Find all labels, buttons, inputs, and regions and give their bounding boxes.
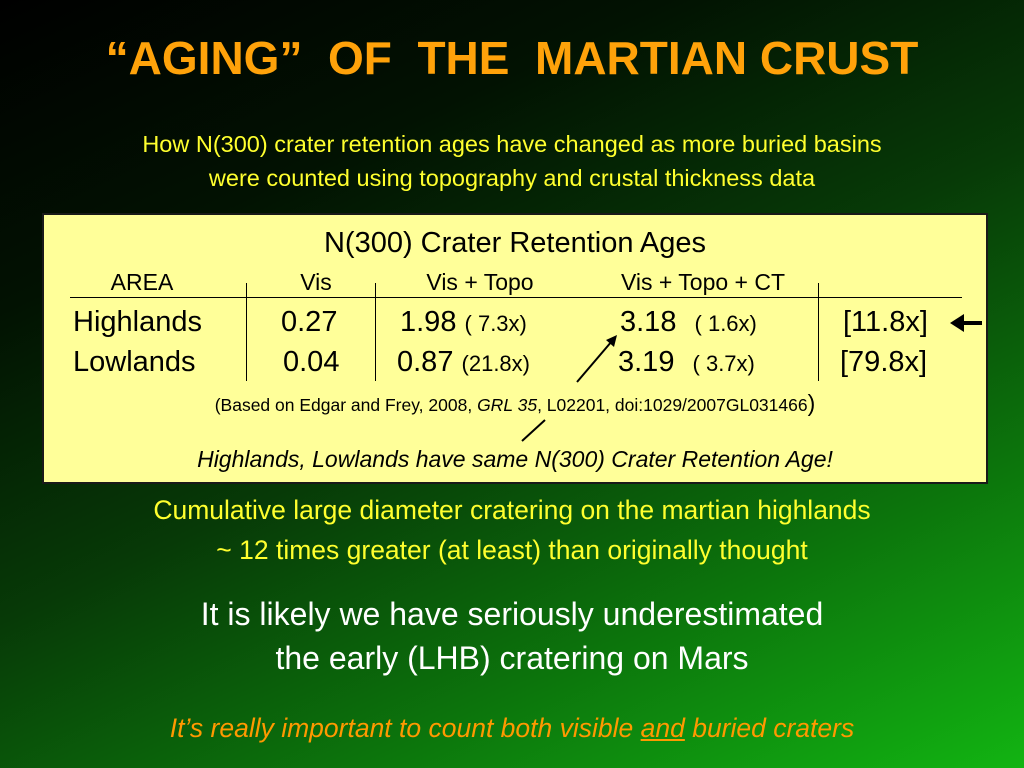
- column-divider: [818, 283, 819, 381]
- header-divider: [70, 297, 962, 298]
- column-divider: [246, 283, 247, 381]
- cumulative-line: Cumulative large diameter cratering on t…: [153, 495, 871, 525]
- lowlands-ct-value: 3.19: [618, 346, 675, 378]
- subtitle-line: were counted using topography and crusta…: [208, 165, 816, 191]
- highlands-topo-cell: 1.98 ( 7.3x): [400, 304, 527, 342]
- lowlands-topo-cell: 0.87 (21.8x): [397, 344, 530, 382]
- lowlands-ct-factor: ( 3.7x): [692, 351, 755, 376]
- column-header-vis-topo: Vis + Topo: [426, 269, 534, 295]
- slide-subtitle: How N(300) crater retention ages have ch…: [0, 127, 1024, 195]
- column-header-vis-topo-ct: Vis + Topo + CT: [620, 269, 786, 295]
- importance-text-before: It’s really important to count both visi…: [169, 713, 641, 743]
- column-header-area: AREA: [110, 269, 174, 295]
- highlands-topo-factor: ( 7.3x): [464, 311, 527, 336]
- citation-text-before: Based on Edgar and Frey, 2008,: [220, 395, 478, 415]
- retention-ages-panel: N(300) Crater Retention Ages: [42, 213, 988, 484]
- underestimate-line: the early (LHB) cratering on Mars: [275, 640, 749, 676]
- table-title: N(300) Crater Retention Ages: [323, 227, 707, 259]
- underestimate-line: It is likely we have seriously underesti…: [200, 596, 824, 632]
- row-area-highlands: Highlands: [73, 306, 202, 338]
- importance-underlined-word: and: [640, 713, 685, 743]
- lowlands-topo-value: 0.87: [397, 346, 454, 378]
- column-divider: [375, 283, 376, 381]
- lowlands-topo-factor: (21.8x): [461, 351, 530, 376]
- highlands-ct-cell: 3.18 ( 1.6x): [620, 304, 757, 342]
- citation: (Based on Edgar and Frey, 2008, GRL 35, …: [42, 390, 988, 418]
- underestimate-statement: It is likely we have seriously underesti…: [0, 592, 1024, 680]
- lowlands-vis-value: 0.04: [283, 346, 340, 378]
- cumulative-statement: Cumulative large diameter cratering on t…: [0, 490, 1024, 570]
- citation-text-after: , L02201, doi:1029/2007GL031466: [537, 395, 808, 415]
- importance-text-after: buried craters: [684, 713, 855, 743]
- citation-journal: GRL 35: [477, 395, 538, 415]
- highlands-ct-factor: ( 1.6x): [694, 311, 757, 336]
- subtitle-line: How N(300) crater retention ages have ch…: [142, 131, 882, 157]
- highlands-total-factor: [11.8x]: [843, 306, 928, 338]
- row-area-lowlands: Lowlands: [73, 346, 196, 378]
- column-header-vis: Vis: [300, 269, 332, 295]
- citation-close-paren: ): [807, 390, 816, 416]
- highlands-ct-value: 3.18: [620, 306, 677, 338]
- importance-statement: It’s really important to count both visi…: [0, 710, 1024, 746]
- highlands-vis-value: 0.27: [281, 306, 338, 338]
- cumulative-line: ~ 12 times greater (at least) than origi…: [216, 535, 808, 565]
- table-conclusion: Highlands, Lowlands have same N(300) Cra…: [197, 446, 833, 472]
- highlands-topo-value: 1.98: [400, 306, 457, 338]
- slide-title: “AGING” OF THE MARTIAN CRUST: [105, 32, 919, 84]
- lowlands-total-factor: [79.8x]: [840, 346, 928, 378]
- citation-open-paren: (: [214, 395, 221, 415]
- lowlands-ct-cell: 3.19 ( 3.7x): [618, 344, 755, 382]
